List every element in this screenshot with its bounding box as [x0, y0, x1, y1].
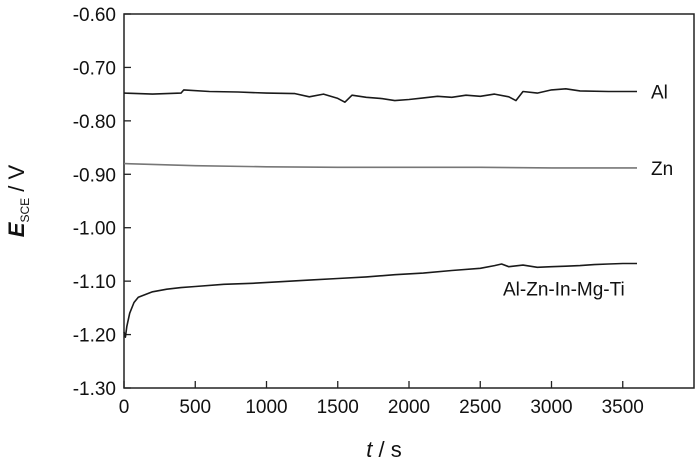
y-axis-title-sub: SCE	[18, 198, 32, 223]
series-lines	[123, 88, 637, 338]
x-tick-label: 2500	[459, 397, 501, 418]
y-axis-title: ESCE / V	[4, 164, 32, 237]
y-tick-label: -0.80	[73, 112, 116, 133]
x-tick-label: 3500	[602, 397, 644, 418]
y-tick-label: -1.20	[73, 326, 116, 347]
series-line	[123, 262, 637, 338]
y-tick-label: -1.00	[73, 219, 116, 240]
y-tick-label: -1.10	[73, 272, 116, 293]
y-tick-label: -1.30	[73, 379, 116, 400]
x-axis-title-main: t	[366, 437, 373, 462]
x-axis-title-unit: / s	[372, 437, 401, 462]
x-tick-label: 1500	[317, 397, 359, 418]
y-axis: -0.60 -0.70 -0.80 -0.90 -1.00 -1.10 -1.20 -1.30	[73, 5, 131, 400]
x-tick-label: 3000	[530, 397, 572, 418]
y-axis-title-main: E	[4, 221, 29, 237]
y-axis-title-unit: / V	[4, 164, 29, 197]
x-axis-title: t / s	[366, 437, 401, 462]
x-tick-label: 1000	[245, 397, 287, 418]
y-tick-label: -0.70	[73, 58, 116, 79]
plot-area	[123, 13, 695, 389]
series-line	[123, 162, 637, 169]
series-line	[123, 88, 637, 103]
x-tick-label: 2000	[388, 397, 430, 418]
y-tick-label: -0.90	[73, 165, 116, 186]
y-tick-label: -0.60	[73, 5, 116, 26]
series-label: Zn	[651, 159, 673, 180]
x-tick-label: 500	[179, 397, 211, 418]
series-label: Al	[651, 82, 668, 103]
series-label: Al-Zn-In-Mg-Ti	[503, 280, 625, 301]
series-labels: Al Zn Al-Zn-In-Mg-Ti	[503, 82, 673, 300]
x-tick-label: 0	[119, 397, 130, 418]
x-axis: 0 500 1000 1500 2000 2500 3000 3500	[119, 381, 644, 418]
